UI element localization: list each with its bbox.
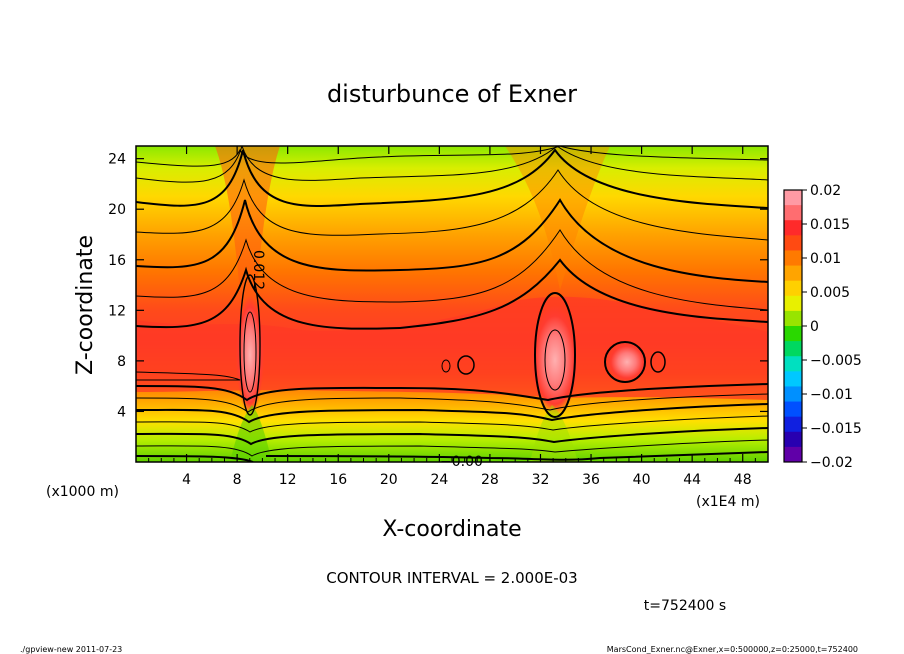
colorbar: 0.02 0.015 0.01 0.005 0 −0.005 −0.01 −0.015 −0.0… (783, 183, 862, 471)
plume-2 (505, 146, 610, 290)
x-tick-label: 48 (734, 472, 752, 488)
x-tick-label: 36 (582, 472, 600, 488)
x-tick-label: 20 (380, 472, 398, 488)
y-tick-label: 24 (108, 152, 126, 168)
chart-title: disturbunce of Exner (327, 80, 577, 108)
colorbar-bin (784, 190, 802, 206)
x-unit-left: (x1000 m) (46, 484, 119, 500)
y-tick-label: 16 (108, 253, 126, 269)
colorbar-label: 0.02 (810, 183, 841, 199)
colorbar-bin (784, 401, 802, 418)
contour-line (136, 258, 768, 330)
colorbar-label: 0 (810, 319, 819, 335)
contour-line (136, 393, 768, 413)
contour-label-012: 0.012 (250, 250, 266, 290)
contour-closed (457, 355, 475, 375)
colorbar-bin (784, 326, 802, 342)
contour-line (136, 146, 768, 167)
dip-2 (530, 405, 578, 462)
y-tick-label: 20 (108, 202, 126, 218)
colorbar-bin (784, 386, 802, 403)
colorbar-bin (784, 341, 802, 357)
colorbar-bin (784, 371, 802, 387)
contour-closed (239, 274, 261, 416)
x-tick-label: 44 (683, 472, 701, 488)
y-tick-label: 8 (117, 354, 126, 370)
colorbar-label: −0.02 (810, 455, 853, 471)
dip-1 (230, 405, 272, 462)
footer-left: ./gpview-new 2011-07-23 (20, 645, 122, 654)
colorbar-bin (784, 356, 802, 372)
contour-closed (243, 311, 257, 393)
contour-closed (604, 341, 646, 383)
contour-interval: CONTOUR INTERVAL = 2.000E-03 (326, 569, 577, 587)
colorbar-label: −0.005 (810, 353, 862, 369)
contour-closed (441, 359, 451, 373)
contour-line (136, 403, 768, 424)
x-tick-label: 40 (633, 472, 651, 488)
contour-line (136, 371, 241, 381)
colorbar-bin (784, 265, 802, 282)
plume-1 (215, 146, 280, 380)
colorbar-label: −0.01 (810, 387, 853, 403)
contour-lines (136, 146, 768, 462)
x-tick-label: 12 (279, 472, 297, 488)
contour-line (136, 415, 768, 433)
contour-line (136, 146, 768, 183)
colorbar-bin (784, 431, 802, 448)
colorbar-label: 0.01 (810, 251, 841, 267)
contour-line (136, 383, 768, 402)
x-tick-label: 28 (481, 472, 499, 488)
footer-right: MarsCond_Exner.nc@Exner,x=0:500000,z=0:2… (607, 645, 858, 654)
x-tick-label: 24 (430, 472, 448, 488)
y-axis-title: Z-coordinate (73, 235, 98, 375)
x-tick-label: 4 (182, 472, 191, 488)
x-unit-right: (x1E4 m) (696, 494, 760, 510)
contour-line (136, 169, 768, 241)
contour-line (136, 451, 768, 462)
time-label: t=752400 s (644, 598, 726, 614)
x-tick-label: 32 (532, 472, 550, 488)
contour-line (136, 148, 768, 209)
colorbar-bin (784, 446, 802, 463)
peak-3 (607, 342, 647, 382)
peak-2 (531, 305, 579, 415)
y-tick-label: 12 (108, 303, 126, 319)
colorbar-bin (784, 220, 802, 236)
contour-line (136, 229, 768, 311)
contour-line (136, 427, 768, 446)
colorbar-label: −0.015 (810, 421, 862, 437)
y-axis: 4 8 12 16 20 24 (108, 152, 768, 420)
colorbar-label: 0.005 (810, 285, 850, 301)
y-tick-label: 4 (117, 404, 126, 420)
colorbar-bin (784, 416, 802, 433)
colorbar-bin (784, 205, 802, 221)
contour-line (136, 198, 768, 283)
colorbar-bin (784, 235, 802, 251)
x-axis: 4 8 12 16 20 24 28 32 36 40 44 48 (148, 146, 756, 488)
contour-line (136, 439, 768, 457)
colorbar-bin (784, 310, 802, 327)
contour-closed (534, 292, 576, 418)
peak-1 (236, 295, 264, 415)
x-tick-label: 16 (329, 472, 347, 488)
colorbar-label: 0.015 (810, 217, 850, 233)
colorbar-bin (784, 280, 802, 297)
colorbar-bin (784, 250, 802, 267)
contour-closed (544, 329, 566, 391)
x-axis-title: X-coordinate (382, 517, 521, 542)
contour-closed (650, 351, 666, 373)
colorbar-bin (784, 295, 802, 312)
x-tick-label: 8 (233, 472, 242, 488)
